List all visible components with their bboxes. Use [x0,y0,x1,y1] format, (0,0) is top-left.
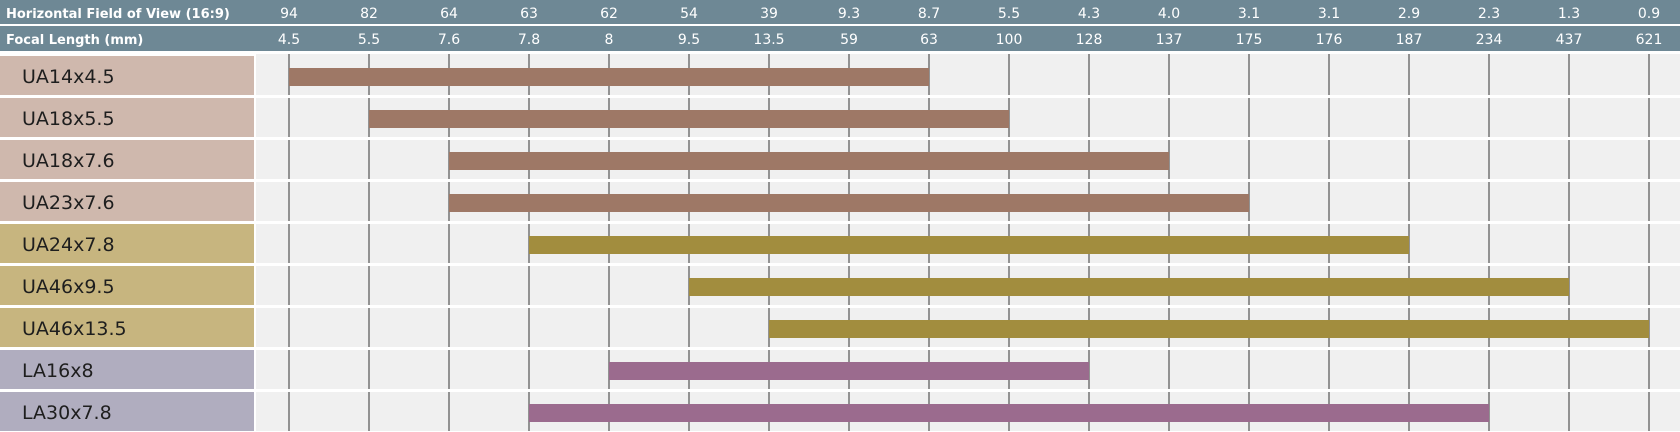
focal-header-label: Focal Length (mm) [6,33,143,48]
row-label-bg [0,140,254,179]
row-label: UA14x4.5 [22,66,115,88]
row-label-bg [0,98,254,137]
range-bar [609,362,1089,380]
lens-row: LA16x8 [0,350,1089,389]
fov-tick-label: 3.1 [1238,6,1260,22]
focal-tick-label: 137 [1156,32,1183,48]
range-bar [529,236,1409,254]
fov-tick-label: 5.5 [998,6,1020,22]
focal-tick-label: 59 [840,32,858,48]
fov-tick-label: 63 [520,6,538,22]
range-bar [449,152,1169,170]
lens-row: UA14x4.5 [0,56,929,95]
lens-rows: UA14x4.5 UA18x5.5 UA18x7.6 UA23x7.6 UA24x7.8… [0,56,1649,431]
fov-header-label: Horizontal Field of View (16:9) [6,7,230,22]
lens-row: UA24x7.8 [0,224,1409,263]
fov-tick-label: 4.3 [1078,6,1100,22]
row-separator [254,221,1680,224]
fov-tick-label: 82 [360,6,378,22]
fov-tick-label: 8.7 [918,6,940,22]
focal-tick-label: 128 [1076,32,1103,48]
row-label: UA24x7.8 [22,234,115,256]
row-separator [254,263,1680,266]
lens-row: UA18x5.5 [0,98,1009,137]
row-label-bg [0,308,254,347]
focal-tick-label: 13.5 [753,32,784,48]
range-bar [289,68,929,86]
row-label: UA23x7.6 [22,192,115,214]
row-label-bg [0,392,254,431]
fov-tick-label: 4.0 [1158,6,1180,22]
row-separator [254,179,1680,182]
focal-tick-label: 63 [920,32,938,48]
range-bar [449,194,1249,212]
lens-row: UA23x7.6 [0,182,1249,221]
focal-tick-label: 234 [1476,32,1503,48]
fov-tick-label: 9.3 [838,6,860,22]
row-label-bg [0,350,254,389]
fov-tick-label: 64 [440,6,458,22]
row-label-bg [0,182,254,221]
range-bar [689,278,1569,296]
row-label-bg [0,56,254,95]
range-bar [529,404,1489,422]
fov-tick-label: 39 [760,6,778,22]
fov-tick-label: 2.9 [1398,6,1420,22]
focal-tick-label: 176 [1316,32,1343,48]
focal-header-bg [0,26,1680,51]
focal-tick-label: 9.5 [678,32,700,48]
focal-tick-label: 621 [1636,32,1663,48]
focal-tick-label: 5.5 [358,32,380,48]
focal-tick-label: 4.5 [278,32,300,48]
row-label: UA46x9.5 [22,276,115,298]
row-label-bg [0,224,254,263]
focal-tick-label: 7.6 [438,32,460,48]
row-label: UA18x7.6 [22,150,115,172]
focal-tick-label: 437 [1556,32,1583,48]
fov-tick-label: 3.1 [1318,6,1340,22]
range-bar [369,110,1009,128]
focal-tick-label: 100 [996,32,1023,48]
fov-tick-label: 0.9 [1638,6,1660,22]
focal-tick-label: 187 [1396,32,1423,48]
row-separator [254,305,1680,308]
lens-row: UA46x13.5 [0,308,1649,347]
range-bar [769,320,1649,338]
focal-tick-label: 175 [1236,32,1263,48]
lens-row: LA30x7.8 [0,392,1489,431]
row-label: LA16x8 [22,360,94,382]
fov-tick-label: 2.3 [1478,6,1500,22]
row-label-bg [0,266,254,305]
fov-tick-label: 94 [280,6,298,22]
fov-tick-label: 1.3 [1558,6,1580,22]
row-label: LA30x7.8 [22,402,112,424]
row-label: UA18x5.5 [22,108,115,130]
row-separator [254,137,1680,140]
lens-row: UA18x7.6 [0,140,1169,179]
row-separator [254,95,1680,98]
focal-tick-label: 8 [605,32,614,48]
focal-tick-label: 7.8 [518,32,540,48]
fov-tick-labels: 94 82 64 63 62 54 39 9.3 8.7 5.5 4.3 4.0 3.1 3.1 2.9 2.… [280,6,1660,22]
row-label: UA46x13.5 [22,318,127,340]
lens-row: UA46x9.5 [0,266,1569,305]
row-separator [254,389,1680,392]
row-separator [254,347,1680,350]
fov-header-bg [0,0,1680,24]
fov-tick-label: 54 [680,6,698,22]
focal-tick-labels: 4.5 5.5 7.6 7.8 8 9.5 13.5 59 63 100 128 137 175 176 1… [278,32,1663,48]
fov-tick-label: 62 [600,6,618,22]
